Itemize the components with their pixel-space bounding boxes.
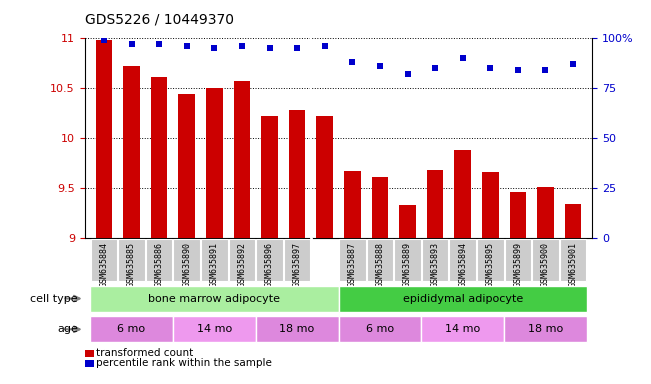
- FancyBboxPatch shape: [229, 239, 255, 281]
- Point: [182, 43, 192, 50]
- FancyBboxPatch shape: [339, 316, 421, 342]
- Bar: [565, 204, 581, 238]
- FancyBboxPatch shape: [173, 316, 256, 342]
- FancyBboxPatch shape: [339, 286, 587, 311]
- Text: 18 mo: 18 mo: [528, 324, 563, 334]
- Point: [513, 67, 523, 73]
- Point: [320, 43, 330, 50]
- Text: 14 mo: 14 mo: [445, 324, 480, 334]
- Bar: [427, 170, 443, 238]
- Bar: [316, 116, 333, 238]
- Bar: [482, 172, 499, 238]
- FancyBboxPatch shape: [118, 239, 145, 281]
- FancyBboxPatch shape: [284, 239, 311, 281]
- Point: [430, 65, 440, 71]
- FancyBboxPatch shape: [339, 239, 366, 281]
- Bar: [344, 171, 361, 238]
- Point: [264, 45, 275, 51]
- Point: [154, 41, 164, 48]
- Text: GSM635889: GSM635889: [403, 242, 412, 286]
- Text: 6 mo: 6 mo: [366, 324, 394, 334]
- FancyBboxPatch shape: [477, 239, 504, 281]
- Text: GSM635894: GSM635894: [458, 242, 467, 286]
- FancyBboxPatch shape: [174, 239, 200, 281]
- FancyBboxPatch shape: [422, 239, 449, 281]
- Bar: [289, 110, 305, 238]
- Text: GSM635887: GSM635887: [348, 242, 357, 286]
- Bar: [454, 150, 471, 238]
- Text: bone marrow adipocyte: bone marrow adipocyte: [148, 293, 281, 304]
- FancyBboxPatch shape: [421, 316, 504, 342]
- Text: GSM635884: GSM635884: [100, 242, 109, 286]
- Text: GSM635891: GSM635891: [210, 242, 219, 286]
- Point: [347, 59, 357, 65]
- Text: GSM635897: GSM635897: [293, 242, 301, 286]
- FancyBboxPatch shape: [256, 316, 339, 342]
- Bar: [510, 192, 526, 238]
- Bar: [96, 40, 112, 238]
- Bar: [123, 66, 140, 238]
- Point: [209, 45, 219, 51]
- FancyBboxPatch shape: [256, 239, 283, 281]
- Text: GSM635895: GSM635895: [486, 242, 495, 286]
- Text: GDS5226 / 10449370: GDS5226 / 10449370: [85, 13, 234, 27]
- Text: GSM635896: GSM635896: [265, 242, 274, 286]
- Bar: [261, 116, 278, 238]
- Text: cell type: cell type: [31, 294, 78, 304]
- Text: percentile rank within the sample: percentile rank within the sample: [96, 358, 272, 368]
- Text: GSM635890: GSM635890: [182, 242, 191, 286]
- Text: transformed count: transformed count: [96, 348, 193, 358]
- Point: [99, 37, 109, 43]
- Point: [292, 45, 302, 51]
- FancyBboxPatch shape: [504, 316, 587, 342]
- Text: GSM635899: GSM635899: [514, 242, 522, 286]
- Text: GSM635901: GSM635901: [568, 242, 577, 286]
- Text: 18 mo: 18 mo: [279, 324, 314, 334]
- FancyBboxPatch shape: [533, 239, 559, 281]
- Bar: [372, 177, 388, 238]
- Text: 14 mo: 14 mo: [197, 324, 232, 334]
- Text: age: age: [57, 324, 78, 334]
- FancyBboxPatch shape: [505, 239, 531, 281]
- Point: [485, 65, 495, 71]
- Bar: [537, 187, 554, 238]
- FancyBboxPatch shape: [90, 239, 117, 281]
- FancyBboxPatch shape: [395, 239, 421, 281]
- Text: 6 mo: 6 mo: [117, 324, 146, 334]
- Point: [540, 67, 551, 73]
- FancyBboxPatch shape: [367, 239, 393, 281]
- Text: GSM635893: GSM635893: [430, 242, 439, 286]
- Bar: [234, 81, 250, 238]
- Bar: [151, 77, 167, 238]
- Text: GSM635900: GSM635900: [541, 242, 550, 286]
- Text: GSM635888: GSM635888: [376, 242, 384, 286]
- Point: [126, 41, 137, 48]
- FancyBboxPatch shape: [146, 239, 173, 281]
- Point: [375, 63, 385, 70]
- Point: [402, 71, 413, 78]
- Text: GSM635892: GSM635892: [238, 242, 247, 286]
- Point: [568, 61, 578, 68]
- FancyBboxPatch shape: [449, 239, 476, 281]
- FancyBboxPatch shape: [90, 316, 173, 342]
- Bar: [399, 205, 416, 238]
- Bar: [178, 94, 195, 238]
- FancyBboxPatch shape: [201, 239, 228, 281]
- Point: [237, 43, 247, 50]
- Text: GSM635886: GSM635886: [155, 242, 163, 286]
- Text: GSM635885: GSM635885: [127, 242, 136, 286]
- Text: epididymal adipocyte: epididymal adipocyte: [402, 293, 523, 304]
- Point: [458, 55, 468, 61]
- Bar: [206, 88, 223, 238]
- FancyBboxPatch shape: [560, 239, 587, 281]
- FancyBboxPatch shape: [90, 286, 339, 311]
